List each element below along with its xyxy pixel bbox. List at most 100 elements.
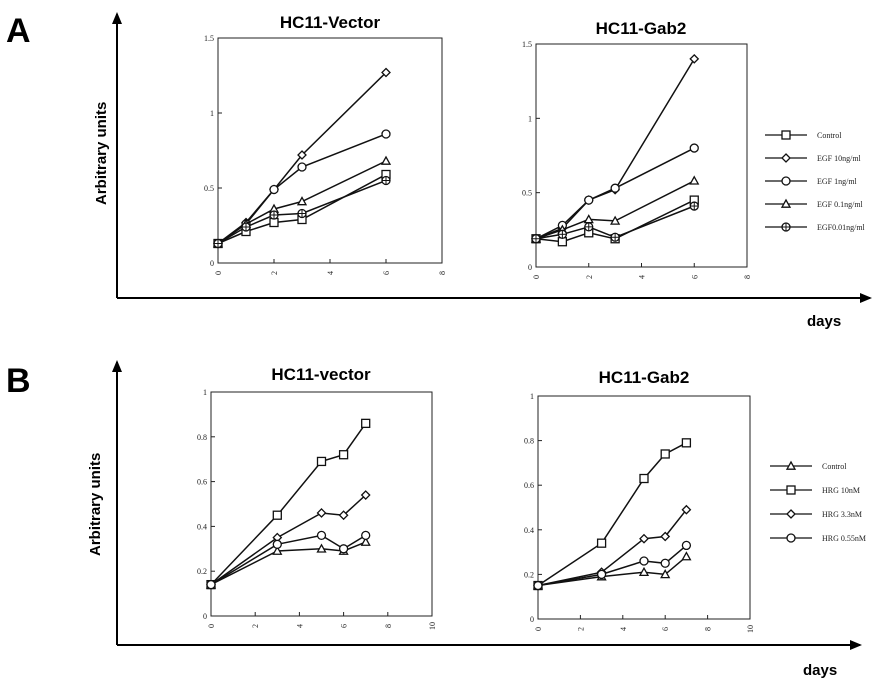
y-tick-label: 0.4 (197, 522, 207, 531)
x-tick-label: 2 (270, 271, 279, 275)
series-hrg-0-55nm (206, 530, 371, 590)
panel-b-y-label: Arbitrary units (87, 453, 104, 556)
data-point-hrg-3-3nm (338, 510, 349, 521)
legend-label: Control (822, 462, 847, 471)
series-hrg-0-55nm (533, 540, 692, 591)
data-point-egf-0-1ng-ml (380, 155, 392, 165)
y-tick-label: 0.8 (197, 433, 207, 442)
x-tick-label: 10 (746, 625, 755, 633)
series-egf0-01ng-ml (213, 175, 391, 249)
data-point-egf0-01ng-ml (610, 232, 620, 242)
data-point-egf-1ng-ml (381, 129, 391, 139)
data-point-egf-1ng-ml (297, 162, 307, 172)
x-tick-label: 2 (585, 275, 594, 279)
legend-swatch-marker (781, 176, 791, 186)
legend-swatch-marker (785, 460, 797, 470)
legend-label: EGF 10ng/ml (817, 154, 862, 163)
data-point-egf0-01ng-ml (557, 229, 568, 239)
plot-frame (537, 395, 751, 620)
legend-label: HRG 0.55nM (822, 534, 866, 543)
y-tick-label: 1.5 (204, 34, 214, 43)
panel-a-x-label: days (807, 313, 841, 330)
x-tick-label: 8 (438, 271, 447, 275)
y-tick-label: 1 (528, 114, 532, 123)
data-point-control (316, 543, 327, 553)
data-point-hrg-0-55nm (361, 530, 371, 541)
data-point-hrg-10nm (639, 473, 649, 484)
data-point-hrg-10nm (660, 449, 670, 459)
data-point-egf0-01ng-ml (213, 238, 223, 249)
data-point-egf-1ng-ml (584, 195, 594, 205)
x-tick-label: 0 (207, 624, 216, 628)
data-point-hrg-10nm (338, 450, 349, 460)
series-line-hrg-10nm (210, 422, 367, 586)
data-point-egf-1ng-ml (610, 183, 620, 193)
legend-label: HRG 10nM (822, 486, 860, 495)
legend-label: EGF 1ng/ml (817, 177, 858, 186)
legend-item-egf-0-1ng-ml: EGF 0.1ng/ml (765, 198, 864, 209)
series-egf0-01ng-ml (531, 201, 699, 244)
series-hrg-10nm (206, 418, 371, 590)
x-tick-label: 4 (619, 627, 628, 631)
data-point-hrg-3-3nm (316, 508, 327, 518)
data-point-hrg-0-55nm (596, 569, 607, 580)
legend-swatch-marker (786, 533, 796, 543)
legend-swatch-marker (786, 509, 796, 519)
x-tick-label: 0 (532, 275, 541, 279)
chart-title: HC11-Gab2 (596, 19, 687, 38)
x-tick-label: 6 (690, 275, 699, 279)
legend-swatch-marker (780, 198, 792, 208)
legend-item-hrg-0-55nm: HRG 0.55nM (770, 533, 866, 543)
panel-b-x-label: days (803, 662, 837, 679)
plot-frame (210, 391, 433, 617)
x-tick-label: 8 (384, 624, 393, 628)
data-point-hrg-0-55nm (639, 556, 649, 566)
legend-swatch-marker (786, 485, 796, 495)
y-tick-label: 0.5 (522, 189, 532, 198)
y-tick-label: 0.2 (524, 570, 534, 579)
chart-hc11-vector-egf: HC11-Vector 0 0.5 1 1.5 0 2 4 6 8 (204, 13, 447, 275)
data-point-hrg-0-55nm (316, 530, 327, 541)
data-point-egf0-01ng-ml (269, 210, 279, 220)
data-point-control (681, 551, 692, 561)
y-tick-label: 1 (210, 109, 214, 118)
x-tick-label: 0 (534, 627, 543, 631)
x-tick-label: 6 (340, 624, 349, 628)
y-tick-label: 0.2 (197, 567, 207, 576)
data-point-egf-10ng-ml (689, 53, 700, 64)
data-point-egf0-01ng-ml (584, 222, 594, 232)
data-point-hrg-3-3nm (639, 533, 649, 544)
x-tick-label: 8 (743, 275, 752, 279)
x-tick-label: 0 (214, 271, 223, 275)
data-point-egf0-01ng-ml (297, 208, 307, 219)
legend-item-egf0-01ng-ml: EGF0.01ng/ml (765, 222, 866, 232)
data-point-egf0-01ng-ml (531, 234, 541, 244)
x-tick-label: 10 (428, 622, 437, 630)
y-tick-label: 0 (530, 615, 534, 624)
panel-a-y-label: Arbitrary units (93, 102, 110, 205)
chart-title: HC11-Vector (280, 13, 381, 32)
legend-swatch-marker (781, 222, 791, 232)
x-tick-label: 4 (295, 624, 304, 628)
data-point-hrg-0-55nm (206, 579, 216, 590)
x-tick-label: 6 (661, 627, 670, 631)
legend-swatch-marker (781, 130, 791, 140)
x-tick-label: 4 (326, 271, 335, 275)
legend-label: Control (817, 131, 842, 140)
data-point-egf-1ng-ml (269, 184, 279, 195)
y-tick-label: 0.6 (197, 478, 207, 487)
y-tick-label: 1 (530, 392, 534, 401)
y-tick-label: 0.5 (204, 184, 214, 193)
x-tick-label: 2 (576, 627, 585, 631)
data-point-egf-1ng-ml (689, 143, 699, 153)
data-point-egf-0-1ng-ml (689, 175, 700, 185)
data-point-hrg-10nm (596, 538, 607, 548)
legend-item-control: Control (770, 460, 847, 471)
y-tick-label: 0.4 (524, 526, 534, 535)
data-point-hrg-10nm (681, 438, 692, 448)
panel-a: A Arbitrary units days Control EGF 10ng/m… (6, 12, 872, 330)
data-point-hrg-3-3nm (360, 490, 371, 500)
legend-swatch-marker (781, 153, 791, 163)
